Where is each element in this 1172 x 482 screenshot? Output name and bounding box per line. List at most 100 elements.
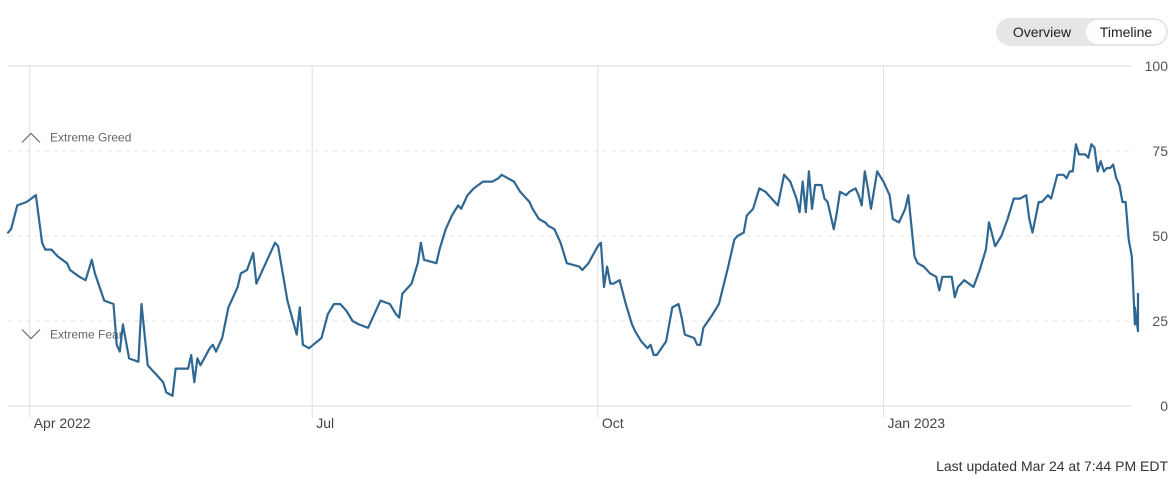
data-point-0-159 (888, 194, 891, 196)
data-point-0-187 (1037, 201, 1040, 203)
x-tick-label-3: Jan 2023 (887, 415, 945, 431)
data-point-0-51 (302, 344, 304, 346)
data-point-0-81 (500, 174, 503, 176)
data-point-0-95 (581, 269, 584, 271)
data-point-0-11 (78, 276, 81, 278)
data-point-0-58 (351, 320, 354, 322)
data-point-0-32 (193, 381, 196, 384)
data-point-0-166 (923, 265, 925, 268)
data-point-0-121 (702, 327, 705, 329)
view-toggle: Overview Timeline (996, 18, 1168, 46)
data-point-0-86 (531, 208, 534, 210)
data-point-0-164 (913, 255, 916, 258)
data-point-0-115 (677, 303, 680, 305)
data-point-0-34 (199, 364, 202, 367)
data-point-0-42 (246, 269, 248, 271)
data-point-0-215 (1134, 306, 1136, 309)
data-point-0-163 (907, 194, 910, 196)
data-point-0-156 (870, 208, 872, 210)
data-point-0-184 (1025, 194, 1027, 196)
data-point-0-80 (497, 177, 500, 179)
data-point-0-78 (482, 180, 484, 183)
data-point-0-190 (1050, 197, 1052, 200)
data-point-0-14 (94, 272, 96, 275)
data-point-0-207 (1112, 163, 1114, 166)
data-point-0-3 (25, 201, 28, 203)
data-point-0-194 (1068, 170, 1071, 173)
last-updated-text: Last updated Mar 24 at 7:44 PM EDT (936, 458, 1168, 474)
data-point-0-120 (699, 344, 702, 346)
data-point-0-109 (646, 347, 649, 350)
data-point-0-142 (814, 184, 816, 186)
data-point-0-48 (286, 299, 289, 302)
data-point-0-119 (696, 344, 698, 346)
data-point-0-53 (320, 337, 323, 339)
data-point-0-0 (7, 231, 9, 234)
data-point-0-66 (410, 282, 413, 285)
chevron-down-icon (21, 329, 41, 340)
data-point-0-60 (367, 327, 369, 329)
y-tick-label-75: 75 (1152, 143, 1168, 159)
data-point-0-40 (236, 286, 239, 288)
data-point-0-92 (559, 242, 562, 244)
data-point-0-39 (227, 306, 230, 309)
data-point-0-75 (460, 208, 463, 210)
data-point-0-64 (398, 316, 401, 319)
data-point-0-79 (491, 180, 494, 183)
data-point-0-12 (84, 279, 87, 282)
data-point-0-2 (16, 204, 19, 207)
overview-toggle-button[interactable]: Overview (1012, 24, 1072, 40)
data-point-0-151 (854, 187, 857, 190)
data-point-0-186 (1031, 231, 1034, 234)
data-point-0-147 (836, 211, 838, 213)
data-point-0-126 (736, 235, 739, 237)
data-point-0-210 (1121, 201, 1124, 203)
data-point-0-44 (255, 282, 258, 285)
data-point-0-160 (892, 218, 894, 220)
y-tick-label-0: 0 (1160, 398, 1168, 414)
data-point-0-170 (941, 276, 944, 278)
data-point-0-201 (1093, 146, 1096, 149)
data-point-0-179 (994, 245, 996, 247)
data-point-0-26 (165, 391, 168, 394)
data-point-0-43 (252, 252, 254, 254)
data-point-0-183 (1019, 197, 1021, 200)
data-point-0-161 (898, 221, 900, 224)
data-point-0-134 (783, 174, 785, 176)
data-point-0-73 (451, 214, 453, 217)
chevron-up-icon (21, 132, 41, 143)
data-point-0-195 (1072, 170, 1074, 173)
data-point-0-205 (1106, 167, 1108, 169)
data-point-0-27 (171, 395, 174, 397)
data-point-0-198 (1084, 153, 1086, 156)
data-point-0-21 (137, 361, 140, 363)
data-point-0-7 (50, 248, 53, 251)
y-tick-label-100: 100 (1145, 58, 1169, 74)
timeline-toggle-button[interactable]: Timeline (1086, 20, 1166, 44)
data-point-0-185 (1028, 218, 1031, 220)
data-point-0-176 (978, 269, 981, 271)
data-point-0-168 (935, 276, 937, 278)
data-point-0-138 (801, 180, 804, 183)
data-point-0-136 (795, 197, 798, 200)
data-point-0-52 (308, 347, 310, 350)
data-point-0-150 (848, 191, 851, 193)
data-point-0-57 (345, 310, 348, 312)
data-point-0-188 (1041, 201, 1043, 203)
data-point-0-107 (634, 330, 636, 333)
data-point-0-171 (950, 276, 953, 278)
data-point-0-133 (777, 204, 779, 207)
data-point-0-217 (1137, 293, 1139, 295)
data-point-0-118 (693, 337, 695, 339)
data-point-0-154 (864, 170, 866, 173)
data-point-0-62 (389, 303, 391, 305)
data-point-0-146 (833, 228, 835, 230)
data-point-0-45 (264, 262, 267, 265)
data-point-0-56 (339, 303, 342, 305)
data-point-0-16 (112, 303, 115, 305)
data-point-0-182 (1013, 197, 1015, 200)
data-point-0-91 (556, 235, 559, 237)
data-point-0-111 (652, 354, 655, 356)
data-point-0-206 (1109, 167, 1111, 169)
data-point-0-152 (857, 194, 860, 196)
